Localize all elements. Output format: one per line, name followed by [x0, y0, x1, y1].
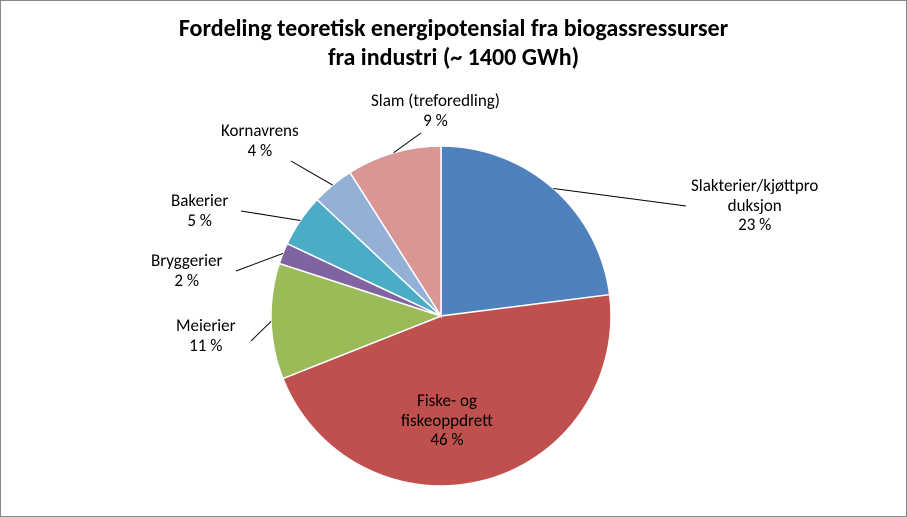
chart-title-line2: fra industri (~ 1400 GWh): [328, 43, 579, 72]
slice-label: Bakerier 5 %: [171, 191, 228, 230]
chart-frame: Fordeling teoretisk energipotensial fra …: [0, 0, 907, 517]
slice-label: Fiske- og fiskeoppdrett 46 %: [401, 391, 493, 450]
slice-label: Meierier 11 %: [176, 316, 236, 355]
slice-label: Slam (treforedling) 9 %: [371, 91, 500, 130]
chart-title-line1: Fordeling teoretisk energipotensial fra …: [179, 14, 728, 43]
pie-slice: [441, 146, 610, 316]
slice-label: Bryggerier 2 %: [151, 251, 222, 290]
chart-title: Fordeling teoretisk energipotensial fra …: [1, 1, 906, 73]
chart-area: Slakterier/kjøttpro duksjon 23 % Fiske- o…: [1, 91, 907, 511]
slice-label: Slakterier/kjøttpro duksjon 23 %: [691, 176, 818, 235]
slice-label: Kornavrens 4 %: [221, 121, 299, 160]
